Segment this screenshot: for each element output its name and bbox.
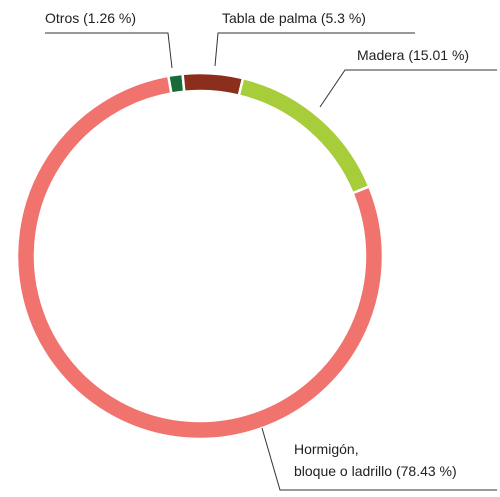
slice-label: Tabla de palma (5.3 %)	[222, 7, 366, 29]
value-label: (78.43 %)	[395, 463, 457, 479]
slice-label: Hormigón, bloque o ladrillo (78.43 %)	[294, 438, 457, 482]
category-label: Hormigón, bloque o ladrillo	[294, 441, 393, 479]
value-label: (15.01 %)	[408, 47, 470, 63]
leader-line	[214, 32, 415, 67]
category-label: Madera	[357, 47, 405, 63]
category-label: Otros	[45, 10, 80, 26]
category-label: Tabla de palma	[222, 10, 317, 26]
slice-label: Madera (15.01 %)	[357, 44, 469, 66]
donut-segment	[237, 76, 371, 195]
value-label: (1.26 %)	[83, 10, 137, 26]
slice-label: Otros (1.26 %)	[45, 7, 136, 29]
donut-segment	[15, 74, 385, 441]
donut-segment	[181, 71, 245, 98]
leader-line	[45, 32, 173, 69]
leader-line	[261, 427, 497, 491]
leader-line	[319, 69, 497, 108]
value-label: (5.3 %)	[320, 10, 366, 26]
